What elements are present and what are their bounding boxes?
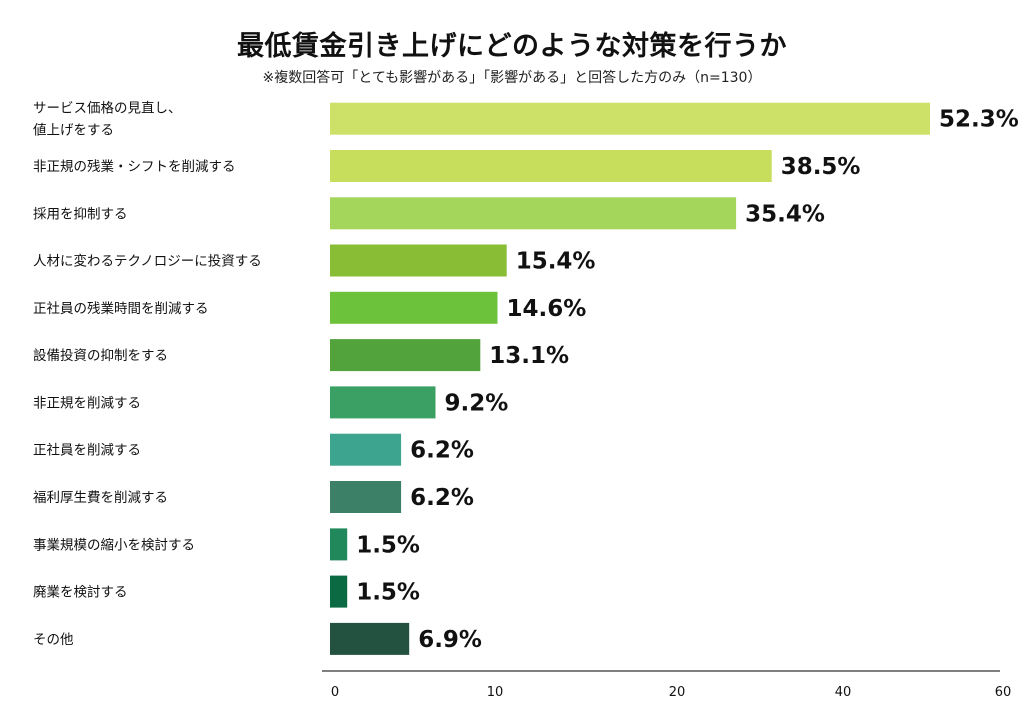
category-label-1: 非正規の残業・シフトを削減する [33, 158, 236, 175]
x-tick-label-0: 0 [331, 685, 339, 700]
value-label-2: 35.4% [745, 201, 825, 227]
x-tick-label-1: 10 [487, 685, 504, 700]
bar-1 [330, 150, 772, 182]
value-label-4: 14.6% [507, 296, 587, 322]
bar-5 [330, 339, 481, 372]
chart-title: 最低賃金引き上げにどのような対策を行うか [237, 31, 787, 62]
bar-10 [330, 575, 348, 608]
bar-0 [330, 102, 930, 135]
x-tick-label-2: 20 [669, 685, 686, 700]
bar-4 [330, 291, 498, 324]
bar-11 [330, 622, 410, 655]
x-tick-label-3: 40 [835, 685, 852, 700]
bar-9 [330, 528, 348, 561]
x-axis-ticks: 0 10 20 40 60 [331, 685, 1011, 700]
category-label-7: 正社員を削減する [33, 442, 141, 459]
value-label-0: 52.3% [939, 107, 1019, 133]
value-label-9: 1.5% [356, 532, 420, 558]
bar-3 [330, 244, 507, 277]
category-labels: サービス価格の見直し、値上げをする非正規の残業・シフトを削減する採用を抑制する人… [33, 101, 262, 648]
category-label-0-line-0: サービス価格の見直し、 [33, 101, 182, 117]
value-label-10: 1.5% [356, 580, 420, 606]
bar-6 [330, 386, 436, 419]
value-label-6: 9.2% [445, 390, 509, 416]
category-label-8: 福利厚生費を削減する [33, 489, 168, 506]
category-label-11: その他 [33, 632, 74, 648]
category-label-3: 人材に変わるテクノロジーに投資する [33, 253, 262, 270]
bar-7 [330, 433, 402, 466]
category-label-10: 廃業を検討する [33, 584, 128, 601]
value-label-5: 13.1% [489, 343, 569, 369]
value-label-1: 38.5% [781, 154, 861, 180]
value-label-11: 6.9% [418, 627, 482, 653]
value-label-7: 6.2% [410, 438, 474, 464]
category-label-6: 非正規を削減する [33, 394, 141, 411]
bars [330, 102, 930, 655]
chart-subtitle: ※複数回答可「とても影響がある」「影響がある」と回答した方のみ（n=130） [262, 70, 762, 86]
value-labels: 52.3% 38.5% 35.4% 15.4% 14.6% 13.1% 9.2% 6.2% 6.… [356, 107, 1019, 653]
category-label-4: 正社員の残業時間を削減する [33, 300, 209, 317]
category-label-0-line-1: 値上げをする [33, 123, 114, 139]
bar-8 [330, 481, 402, 513]
value-label-3: 15.4% [516, 249, 596, 275]
category-label-9: 事業規模の縮小を検討する [33, 537, 195, 553]
x-tick-label-4: 60 [995, 685, 1012, 700]
category-label-5: 設備投資の抑制をする [33, 348, 168, 364]
value-label-8: 6.2% [410, 485, 474, 511]
bar-2 [330, 197, 737, 230]
category-label-2: 採用を抑制する [33, 206, 128, 222]
